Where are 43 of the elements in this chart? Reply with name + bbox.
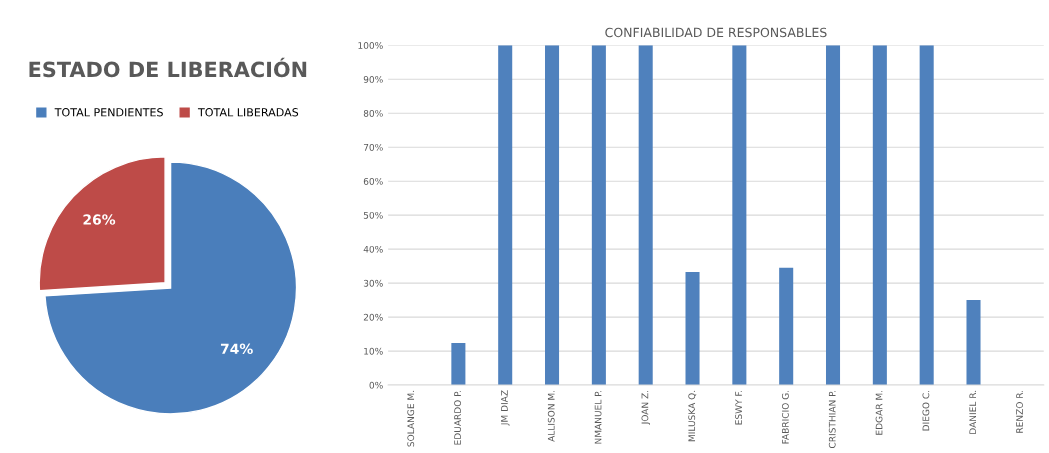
x-tick-label: ESWY F.	[735, 390, 742, 425]
bar	[685, 271, 700, 386]
legend-label: TOTAL PENDIENTES	[54, 108, 163, 117]
y-tick-label: 0%	[369, 381, 383, 389]
bar	[825, 45, 841, 386]
y-tick-label: 70%	[363, 143, 383, 151]
chart-title: ESTADO DE LIBERACIÓN	[29, 57, 307, 78]
bar	[451, 342, 466, 386]
bar	[638, 45, 653, 386]
bar	[966, 300, 981, 386]
x-tick-label: CRISTHIAN P.	[828, 390, 836, 449]
y-tick-label: 80%	[363, 109, 383, 117]
x-tick-label: JOAN Z.	[641, 390, 650, 425]
x-tick-label: EDUARDO P.	[454, 390, 461, 445]
x-tick-label: SOLANGE M.	[407, 390, 415, 447]
x-tick-label: FABRICIO G.	[781, 390, 789, 444]
legend-label: TOTAL LIBERADAS	[197, 108, 299, 117]
x-tick-label: NMANUEL P.	[594, 390, 602, 444]
y-tick-label: 40%	[363, 245, 383, 253]
bar	[498, 45, 513, 386]
x-tick-label: DIEGO C.	[922, 390, 930, 431]
x-tick-label: ALLISON M.	[547, 390, 555, 442]
bar	[919, 45, 934, 386]
chart-title: CONFIABILIDAD DE RESPONSABLES	[605, 27, 827, 38]
y-tick-label: 20%	[363, 313, 383, 321]
y-tick-label: 50%	[363, 211, 383, 219]
bar	[591, 45, 606, 386]
data-label: 26%	[83, 214, 116, 225]
x-tick-label: DANIEL R.	[969, 390, 976, 434]
bar	[732, 45, 747, 386]
y-tick-label: 10%	[364, 347, 383, 355]
x-tick-label: JM DIAZ	[501, 390, 510, 426]
bar	[779, 267, 794, 386]
bar	[872, 45, 887, 386]
x-tick-label: EDGAR M.	[875, 390, 883, 435]
y-tick-label: 30%	[363, 279, 383, 287]
y-tick-label: 60%	[363, 177, 383, 185]
y-tick-label: 100%	[358, 42, 383, 49]
bar	[545, 45, 560, 386]
x-tick-label: RENZO R.	[1016, 390, 1023, 433]
x-tick-label: MILUSKA Q.	[688, 390, 697, 442]
data-label: 74%	[220, 343, 253, 355]
y-tick-label: 90%	[363, 76, 383, 83]
